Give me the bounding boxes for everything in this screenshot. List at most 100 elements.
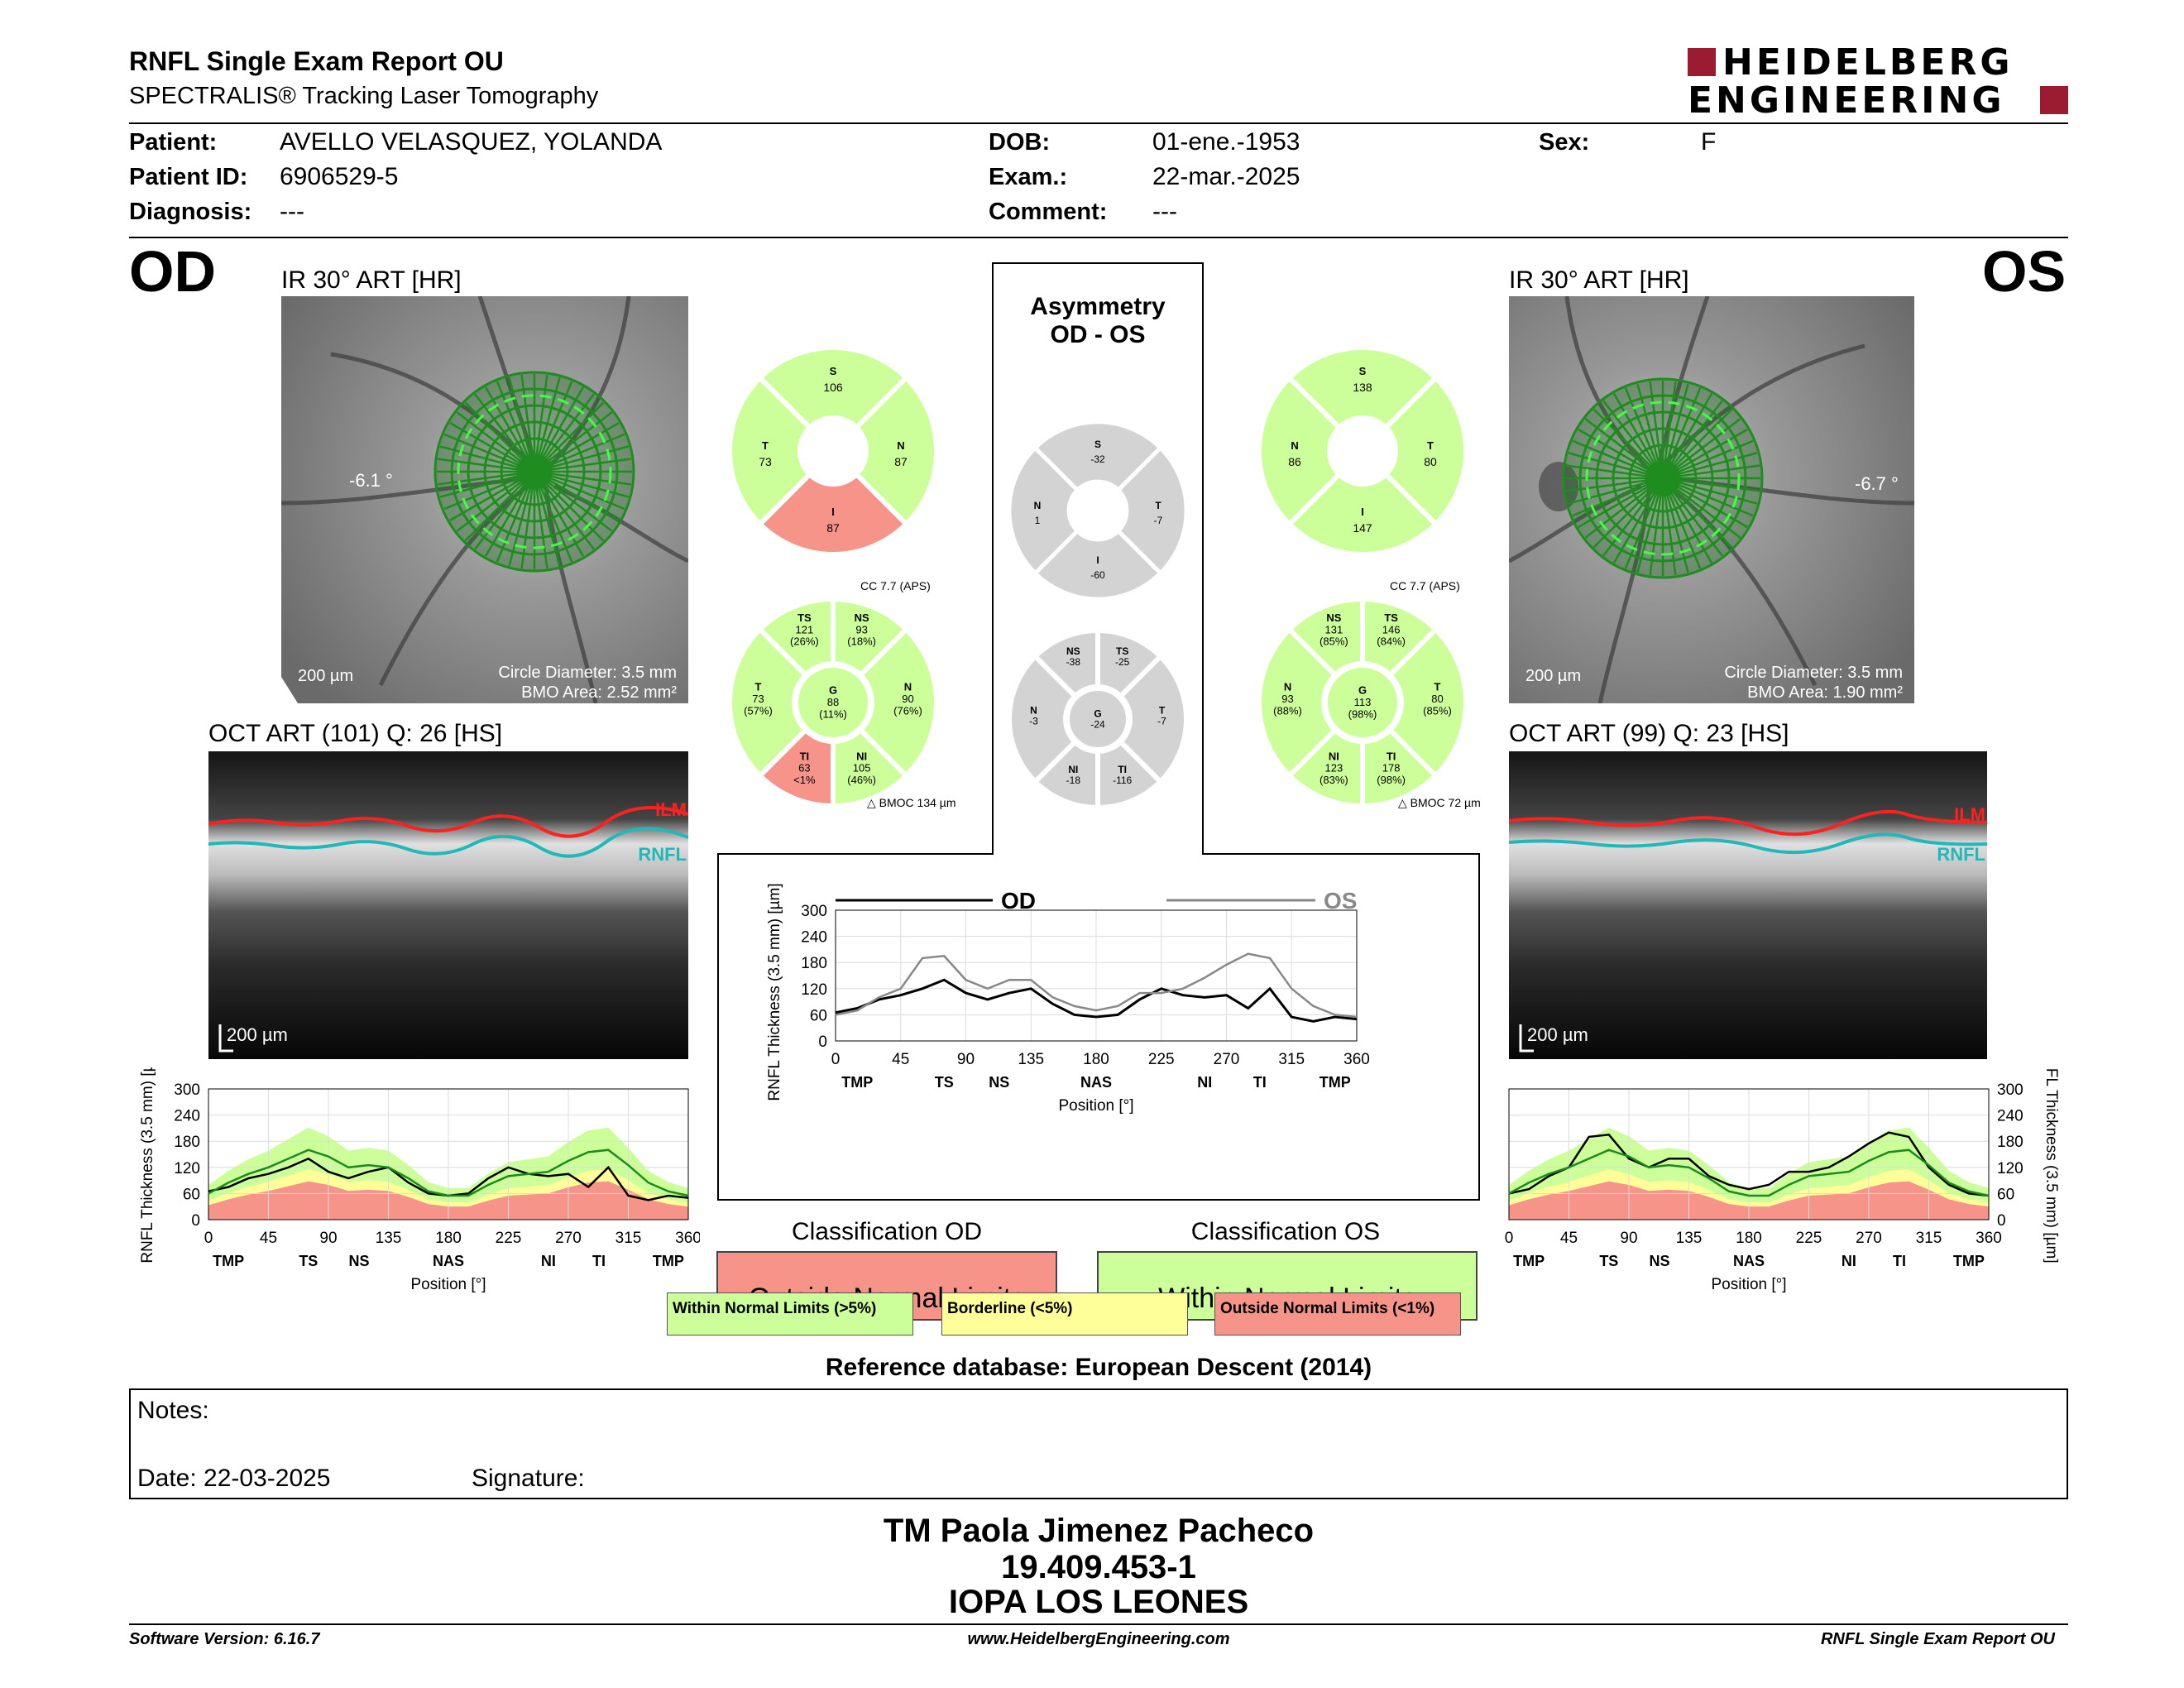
svg-text:360: 360 bbox=[1343, 1051, 1370, 1068]
svg-text:S: S bbox=[1094, 439, 1101, 450]
svg-text:NI: NI bbox=[1068, 764, 1078, 775]
svg-text:315: 315 bbox=[1278, 1051, 1305, 1068]
svg-text:(83%): (83%) bbox=[1320, 774, 1348, 786]
asymmetry-frame bbox=[717, 262, 1480, 1201]
svg-text:(26%): (26%) bbox=[790, 635, 819, 648]
svg-text:TMP: TMP bbox=[1320, 1074, 1351, 1091]
svg-text:N: N bbox=[1284, 681, 1291, 693]
center-thickness-chart: 0 60 120 180 240 300 0 45 90 135 180 225 270 315 360 TM… bbox=[766, 883, 1370, 1115]
svg-text:135: 135 bbox=[376, 1230, 402, 1247]
svg-text:63: 63 bbox=[798, 762, 810, 774]
footer-website[interactable]: www.HeidelbergEngineering.com bbox=[967, 1630, 1230, 1648]
svg-text:T: T bbox=[1427, 439, 1434, 452]
os-angle: -6.7 ° bbox=[1855, 473, 1899, 494]
svg-text:(18%): (18%) bbox=[847, 635, 876, 648]
svg-text:60: 60 bbox=[183, 1186, 200, 1203]
svg-text:93: 93 bbox=[855, 623, 867, 635]
svg-text:45: 45 bbox=[892, 1051, 909, 1068]
svg-text:Position [°]: Position [°] bbox=[1058, 1097, 1133, 1115]
svg-text:-38: -38 bbox=[1066, 656, 1081, 668]
os-ir-title: IR 30° ART [HR] bbox=[1509, 266, 1689, 294]
odChart-series-1 bbox=[208, 1149, 689, 1197]
notes-box[interactable]: Notes: Date: 22-03-2025 Signature: bbox=[129, 1388, 2068, 1499]
svg-text:60: 60 bbox=[1997, 1186, 2014, 1203]
svg-text:NI: NI bbox=[1197, 1074, 1212, 1091]
svg-text:N: N bbox=[1030, 704, 1037, 716]
os-oct-scale: 200 µm bbox=[1527, 1024, 1588, 1045]
patient-id: 6906529-5 bbox=[280, 163, 399, 190]
os-bmo-area: BMO Area: 1.90 mm² bbox=[1747, 683, 1903, 702]
svg-text:120: 120 bbox=[1997, 1160, 2024, 1177]
svg-text:360: 360 bbox=[1976, 1230, 2002, 1247]
svg-text:TMP: TMP bbox=[653, 1253, 684, 1269]
svg-text:0: 0 bbox=[1997, 1212, 2006, 1230]
od-s4-i bbox=[756, 471, 910, 554]
svg-text:TMP: TMP bbox=[1513, 1253, 1545, 1269]
od-rnfl-label: RNFL bbox=[638, 844, 687, 865]
os-circle-diameter: Circle Diameter: 3.5 mm bbox=[1724, 664, 1903, 682]
svg-text:0: 0 bbox=[204, 1230, 213, 1247]
od-ilm-label: ILM bbox=[655, 799, 687, 820]
os-bscan-image: ILM RNFL 200 µm bbox=[1509, 751, 1987, 1059]
svg-text:TS: TS bbox=[797, 611, 812, 624]
svg-text:87: 87 bbox=[826, 521, 840, 535]
osSec6-sector-n bbox=[1259, 626, 1339, 779]
logo-line1: HEIDELBERG bbox=[1722, 41, 2014, 84]
svg-text:-18: -18 bbox=[1066, 774, 1081, 786]
svg-text:TS: TS bbox=[1116, 645, 1128, 657]
svg-text:120: 120 bbox=[174, 1160, 200, 1177]
osSec6-sector-t bbox=[1386, 626, 1466, 779]
svg-text:80: 80 bbox=[1424, 455, 1437, 468]
notes-signature: Signature: bbox=[472, 1465, 585, 1492]
svg-text:315: 315 bbox=[1916, 1230, 1942, 1247]
svg-text:T: T bbox=[1434, 681, 1441, 693]
legend-within: Within Normal Limits (>5%) bbox=[667, 1292, 913, 1336]
svg-text:I: I bbox=[1361, 506, 1364, 518]
svg-text:80: 80 bbox=[1431, 693, 1443, 705]
svg-text:TMP: TMP bbox=[1953, 1253, 1985, 1269]
svg-text:45: 45 bbox=[260, 1230, 277, 1247]
dob-value: 01-ene.-1953 bbox=[1152, 128, 1300, 156]
svg-text:-7: -7 bbox=[1157, 716, 1166, 727]
svg-text:NAS: NAS bbox=[1080, 1074, 1112, 1091]
svg-text:90: 90 bbox=[957, 1051, 975, 1068]
svg-text:TI: TI bbox=[1893, 1253, 1906, 1269]
os-fundus-image: -6.7 ° 200 µm Circle Diameter: 3.5 mm BM… bbox=[1509, 296, 1914, 703]
svg-text:90: 90 bbox=[319, 1230, 337, 1247]
svg-text:(85%): (85%) bbox=[1423, 704, 1452, 717]
svg-text:315: 315 bbox=[615, 1230, 642, 1247]
svg-text:(98%): (98%) bbox=[1348, 707, 1377, 720]
signer-org: IOPA LOS LEONES bbox=[948, 1584, 1249, 1620]
od-thickness-chart: 0 60 120 180 240 300 0 45 90 135 180 225 270 315 360 TM… bbox=[139, 1067, 700, 1293]
asymSec6-sector-t bbox=[1117, 653, 1186, 785]
svg-text:60: 60 bbox=[810, 1007, 827, 1024]
svg-text:-24: -24 bbox=[1090, 719, 1105, 731]
logo-red-square-bottom bbox=[2040, 86, 2068, 114]
svg-text:(57%): (57%) bbox=[744, 704, 773, 717]
svg-text:I: I bbox=[1096, 554, 1099, 566]
svg-text:225: 225 bbox=[1796, 1230, 1822, 1247]
os-rnfl-label: RNFL bbox=[1937, 844, 1985, 865]
svg-text:Position [°]: Position [°] bbox=[1711, 1276, 1786, 1293]
svg-text:TI: TI bbox=[592, 1253, 606, 1269]
svg-text:T: T bbox=[1155, 500, 1161, 511]
svg-text:147: 147 bbox=[1353, 521, 1372, 535]
svg-text:T: T bbox=[1159, 704, 1166, 716]
patient-label: Patient: bbox=[129, 129, 218, 156]
svg-text:135: 135 bbox=[1676, 1230, 1703, 1247]
svg-text:(76%): (76%) bbox=[893, 704, 922, 717]
svg-text:138: 138 bbox=[1353, 381, 1372, 394]
svg-text:131: 131 bbox=[1325, 623, 1343, 635]
dob-label: DOB: bbox=[989, 129, 1051, 156]
svg-text:RNFL Thickness (3.5 mm) [µm]: RNFL Thickness (3.5 mm) [µm] bbox=[2043, 1067, 2060, 1264]
svg-text:NI: NI bbox=[1842, 1253, 1856, 1269]
svg-text:TMP: TMP bbox=[213, 1253, 244, 1269]
svg-text:180: 180 bbox=[1083, 1051, 1109, 1068]
os-thickness-chart: 0 60 120 180 240 300 0 45 90 135 180 225 270 315 360 TM… bbox=[1505, 1067, 2060, 1293]
svg-text:TS: TS bbox=[935, 1074, 954, 1091]
svg-text:300: 300 bbox=[1997, 1081, 2024, 1099]
svg-text:TI: TI bbox=[1118, 764, 1127, 775]
od-s4-n bbox=[853, 374, 936, 528]
svg-text:OD: OD bbox=[1001, 888, 1036, 914]
